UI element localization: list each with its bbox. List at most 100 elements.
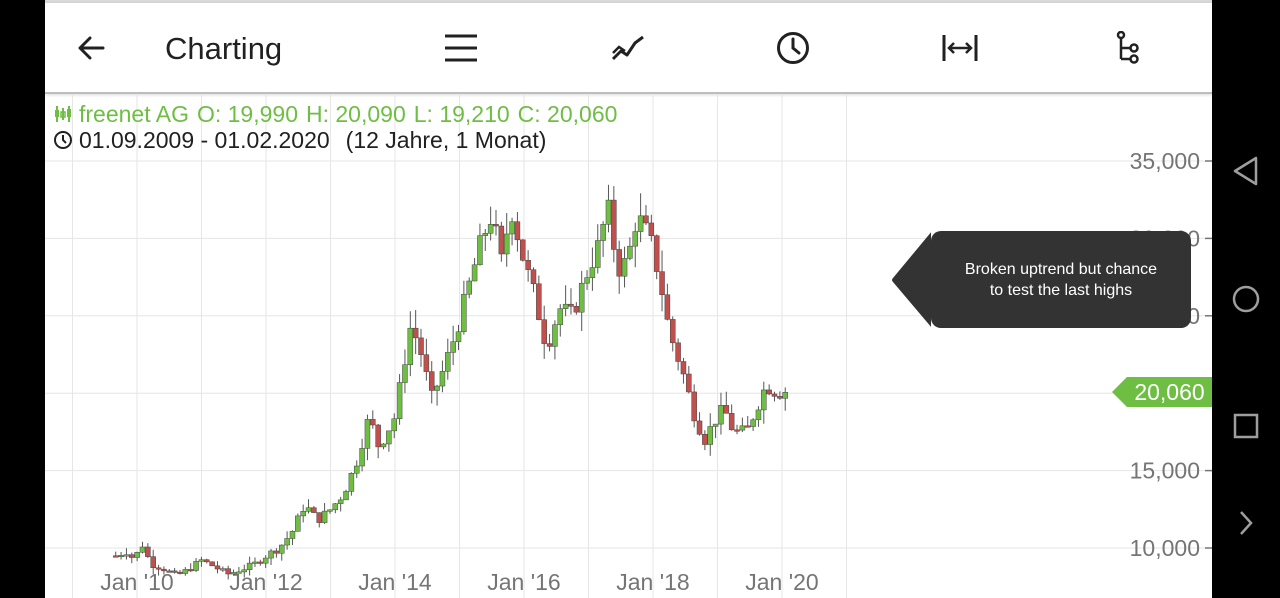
tooltip-line-2: to test the last highs: [989, 281, 1133, 299]
duration: (12 Jahre, 1 Monat): [345, 127, 547, 153]
chart-area[interactable]: 10,00015,00020,00025,00030,00035,000Jan …: [45, 94, 1212, 598]
candle-body: [295, 515, 301, 532]
candle-body: [739, 425, 746, 431]
x-tick-label: Jan '14: [358, 569, 432, 595]
tooltip-body: [931, 231, 1191, 328]
candle-body: [621, 258, 628, 277]
candle-body: [380, 443, 387, 448]
nav-back-button[interactable]: [1230, 155, 1262, 187]
candle-body: [145, 546, 151, 557]
high-value: H: 20,090: [306, 101, 406, 127]
candle-body: [702, 434, 708, 445]
candle-body: [236, 571, 242, 574]
candle-body: [546, 343, 553, 347]
x-tick-label: Jan '18: [616, 569, 689, 595]
back-button[interactable]: [65, 3, 117, 92]
page-title: Charting: [165, 31, 283, 66]
candle-body: [439, 371, 446, 387]
candle-body: [530, 269, 537, 285]
recents-square-icon: [1233, 413, 1259, 439]
nav-home-button[interactable]: [1230, 283, 1262, 315]
candle-body: [252, 561, 258, 564]
candle-body: [129, 554, 135, 558]
arrow-left-icon: [78, 36, 105, 59]
indicators-button[interactable]: [1102, 3, 1154, 92]
candle-body: [632, 231, 639, 247]
candle-body: [418, 337, 424, 355]
menu-icon: [445, 34, 477, 61]
candle-body: [578, 282, 585, 313]
candle-body: [332, 503, 339, 511]
candle-body: [193, 561, 199, 571]
back-triangle-icon: [1233, 156, 1258, 186]
candle-body: [487, 224, 494, 234]
candle-body: [182, 569, 189, 574]
candle-body: [171, 570, 178, 573]
candle-body: [552, 324, 558, 347]
candle-body: [637, 215, 644, 232]
ohlc-info: freenet AG O: 19,990 H: 20,090 L: 19,210 C: …: [53, 101, 625, 128]
candle-body: [407, 327, 414, 365]
candle-body: [461, 293, 467, 333]
chevron-right-icon: [1240, 511, 1253, 535]
candle-body: [123, 554, 130, 557]
candle-body: [284, 538, 290, 546]
line-chart-icon: [611, 35, 644, 60]
candle-body: [584, 277, 590, 284]
menu-button[interactable]: [435, 3, 487, 92]
candle-body: [321, 510, 328, 523]
low-value: L: 19,210: [413, 101, 510, 127]
candle-body: [289, 531, 296, 539]
candle-body: [557, 308, 564, 325]
candle-body: [225, 568, 231, 575]
candle-body: [155, 567, 162, 570]
candle-body: [686, 373, 692, 393]
annotation-tooltip[interactable]: Broken uptrend but chance to test the la…: [891, 231, 1191, 328]
candle-body: [691, 391, 697, 422]
time-range-button[interactable]: [767, 3, 819, 92]
candle-body: [514, 221, 521, 241]
tooltip-line-1: Broken uptrend but chance: [964, 260, 1158, 278]
width-expand-icon: [942, 34, 978, 61]
hierarchy-icon: [1116, 30, 1139, 64]
candle-body: [220, 568, 226, 571]
candle-body: [627, 245, 633, 259]
candle-body: [161, 568, 167, 572]
candle-body: [777, 396, 783, 399]
x-tick-label: Jan '10: [100, 569, 173, 595]
candle-body: [648, 222, 655, 236]
close-value: C: 20,060: [517, 101, 618, 127]
y-tick-label: 35,000: [1130, 148, 1200, 174]
candle-body: [246, 562, 253, 571]
candle-body: [734, 429, 740, 432]
candle-body: [562, 303, 569, 309]
candle-body: [112, 555, 119, 558]
candle-body: [766, 389, 772, 395]
candle-body: [348, 472, 355, 492]
candle-body: [262, 557, 269, 564]
tooltip-pointer: [892, 232, 931, 327]
candle-body: [589, 267, 596, 278]
candle-body: [375, 424, 381, 448]
candle-body: [187, 569, 194, 572]
nav-recents-button[interactable]: [1230, 410, 1262, 442]
zoom-fit-button[interactable]: [934, 3, 986, 92]
candle-body: [568, 303, 574, 307]
nav-expand-button[interactable]: [1230, 507, 1262, 539]
home-circle-icon: [1232, 285, 1260, 313]
candle-body: [166, 570, 173, 573]
candle-body: [675, 342, 681, 362]
price-chart[interactable]: 10,00015,00020,00025,00030,00035,000Jan …: [45, 94, 1212, 598]
candle-body: [257, 561, 264, 564]
candle-body: [771, 393, 778, 397]
charting-app: Charting: [45, 0, 1212, 598]
candle-body: [761, 389, 767, 411]
candle-body: [605, 199, 612, 225]
candle-body: [364, 419, 371, 449]
candle-body: [359, 448, 365, 467]
candle-body: [723, 405, 730, 414]
candle-body: [536, 283, 542, 320]
chart-type-button[interactable]: [602, 3, 654, 92]
candle-body: [503, 233, 510, 255]
candlestick-icon: [55, 106, 71, 122]
